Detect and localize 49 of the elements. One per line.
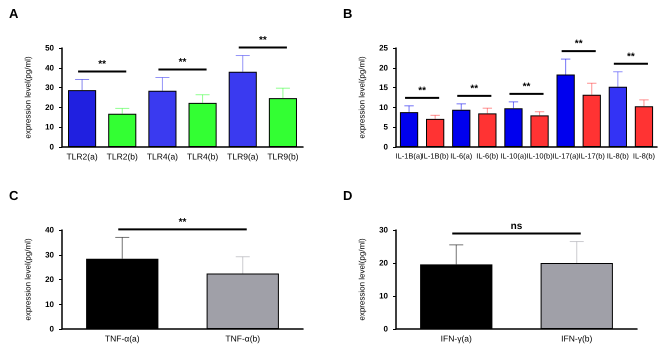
text: ** [258,35,267,46]
x-tick-label: IFN-γ(a) [440,334,472,344]
y-tick-label: 20 [379,258,389,268]
chart-title: B [343,6,352,21]
chart-title: D [343,188,352,203]
x-tick-label: TLR2(a) [66,152,98,162]
y-tick-label: 0 [384,142,389,152]
annotation: ** [470,83,478,94]
x-tick-label: TNF-α(b) [225,334,260,344]
chart-title: C [9,188,19,203]
y-tick-label: 50 [45,44,55,52]
y-tick-label: 20 [45,275,55,284]
y-tick-label: 0 [50,324,55,334]
y-tick-label: 10 [45,300,55,309]
y-tick-label: 0 [50,142,55,152]
x-tick-label: TLR4(a) [146,152,178,162]
y-tick-label: 40 [45,63,55,72]
annotation: ** [178,57,186,68]
annotation: ** [574,38,583,50]
y-tick-label: 10 [379,102,389,112]
y-tick-label: 10 [379,292,389,300]
y-tick-label: 20 [45,102,55,112]
text: ** [178,216,186,228]
annotation: ** [418,85,426,96]
x-tick-label: IFN-γ(b) [561,334,592,344]
y-axis-title: expression level(pg/ml) [24,56,32,139]
y-tick-label: 20 [379,63,389,72]
annotation: ** [522,81,530,92]
x-tick-label: TLR9(a) [227,152,258,162]
y-tick-label: 30 [45,250,55,260]
y-tick-label: 0 [384,324,389,334]
y-tick-label: 10 [45,122,55,132]
x-tick-label: TLR9(b) [267,152,299,162]
y-axis-title: expression level(pg/ml) [358,238,366,321]
x-tick-label: TLR2(b) [106,152,138,162]
annotation: ** [627,51,635,62]
y-axis-title: expression level(pg/ml) [358,56,366,139]
y-tick-label: 30 [379,226,389,234]
y-tick-label: 40 [45,226,55,234]
chart-title: A [9,6,19,21]
y-tick-label: 25 [379,44,389,52]
y-tick-label: 5 [384,122,389,132]
annotation: ** [98,58,106,70]
y-tick-label: 15 [379,83,389,92]
y-tick-label: 30 [45,83,55,92]
x-tick-label: TNF-α(a) [104,334,140,344]
annotation: ns [510,221,523,232]
x-tick-label: TLR4(b) [186,152,218,162]
y-axis-title: expression level(pg/ml) [24,238,32,321]
